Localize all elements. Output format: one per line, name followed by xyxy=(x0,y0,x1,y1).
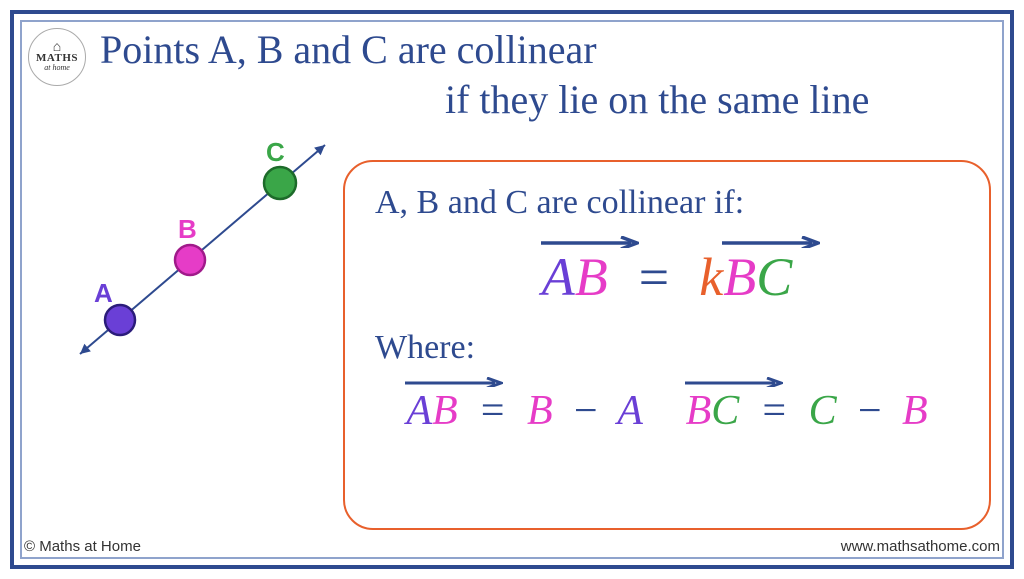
equals-sign: = xyxy=(635,247,671,307)
vec-ab-a: A xyxy=(542,247,575,307)
site-url: www.mathsathome.com xyxy=(841,538,1000,555)
sub-eq-bc: BC = C − B xyxy=(686,377,928,435)
vector-bc-small: BC xyxy=(686,377,740,435)
sub-eq-ab: AB = B − A xyxy=(406,377,643,435)
vec-bc-c: C xyxy=(756,247,792,307)
s-ab-b: B xyxy=(432,388,458,434)
copyright-text: © Maths at Home xyxy=(24,538,141,555)
s-ab-minus: − xyxy=(571,388,599,434)
formula-box: A, B and C are collinear if: AB = k BC W… xyxy=(343,160,991,530)
logo-text-sub: at home xyxy=(44,64,70,72)
vector-arrow-icon xyxy=(683,377,783,387)
s-ab-eq: = xyxy=(478,388,506,434)
s-ab-t2: A xyxy=(617,388,643,434)
sub-equations: AB = B − A BC = C − B xyxy=(375,377,959,435)
svg-text:C: C xyxy=(266,137,285,167)
scalar-k: k xyxy=(699,247,723,307)
s-ab-t1: B xyxy=(527,388,553,434)
collinear-diagram: A B C xyxy=(50,110,350,390)
s-bc-t1: C xyxy=(809,388,837,434)
vector-arrow-icon xyxy=(403,377,503,387)
s-bc-minus: − xyxy=(855,388,883,434)
where-label: Where: xyxy=(375,329,959,367)
s-bc-eq: = xyxy=(760,388,788,434)
main-equation: AB = k BC xyxy=(375,236,959,307)
s-ab-a: A xyxy=(406,388,432,434)
s-bc-b: B xyxy=(686,388,712,434)
s-bc-t2: B xyxy=(902,388,928,434)
vector-ab: AB xyxy=(542,236,608,307)
svg-text:B: B xyxy=(178,214,197,244)
brand-logo: ⌂ MATHS at home xyxy=(28,28,86,86)
formula-intro: A, B and C are collinear if: xyxy=(375,184,959,222)
title-line-1: Points A, B and C are collinear xyxy=(100,26,597,73)
vector-ab-small: AB xyxy=(406,377,457,435)
vec-bc-b: B xyxy=(723,247,756,307)
title-line-2: if they lie on the same line xyxy=(445,76,869,123)
vector-bc: BC xyxy=(723,236,792,307)
s-bc-c: C xyxy=(711,388,739,434)
svg-text:A: A xyxy=(94,278,113,308)
vec-ab-b: B xyxy=(575,247,608,307)
